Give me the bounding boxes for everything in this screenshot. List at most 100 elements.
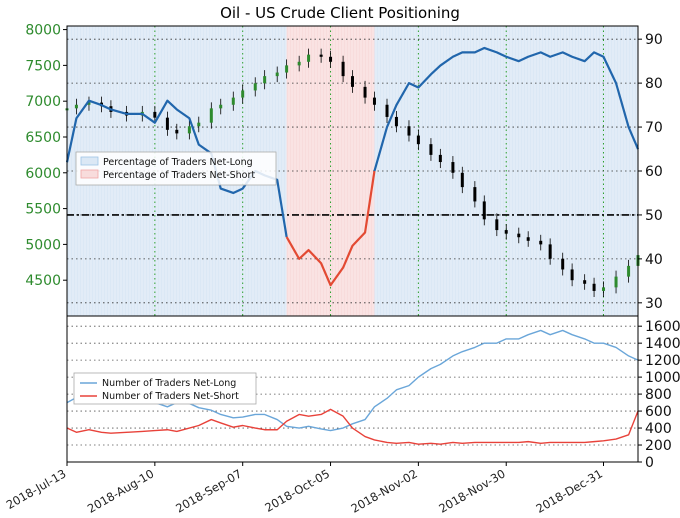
right-tick-label: 90 <box>645 32 663 48</box>
legend-top: Percentage of Traders Net-Long Percentage… <box>75 151 277 186</box>
x-tick-label: 2018-Jul-13 <box>4 466 69 511</box>
left-tick-label: 6000 <box>25 166 61 182</box>
chart-title: Oil - US Crude Client Positioning <box>220 4 460 22</box>
price-candle <box>583 280 587 284</box>
price-candle <box>394 116 398 127</box>
price-candle <box>275 72 279 77</box>
price-candle <box>175 129 179 134</box>
sentiment-band <box>374 26 388 316</box>
left-tick-label: 6500 <box>25 130 61 146</box>
legend-box <box>73 372 257 405</box>
right-tick-label: 1600 <box>645 319 680 335</box>
price-candle <box>319 54 323 57</box>
price-candle <box>231 97 235 105</box>
price-candle <box>187 126 191 134</box>
price-candle <box>241 90 245 98</box>
sentiment-band <box>572 26 586 316</box>
legend-label: Percentage of Traders Net-Short <box>103 170 255 181</box>
right-tick-label: 400 <box>645 421 672 437</box>
sentiment-band <box>418 26 432 316</box>
price-candle <box>385 104 389 117</box>
price-candle <box>504 230 508 234</box>
right-tick-label: 1000 <box>645 370 680 386</box>
price-candle <box>482 201 486 220</box>
sentiment-band <box>352 26 366 316</box>
price-candle <box>285 65 289 73</box>
price-candle <box>601 287 605 291</box>
price-candle <box>407 126 411 136</box>
sentiment-band <box>540 26 551 316</box>
right-tick-label: 40 <box>645 252 663 268</box>
price-candle <box>372 97 376 105</box>
price-candle <box>460 172 464 188</box>
price-candle <box>153 111 157 118</box>
price-candle <box>614 276 618 288</box>
sentiment-band <box>343 26 353 316</box>
price-candle <box>219 104 223 109</box>
price-candle <box>473 187 477 202</box>
right-tick-label: 30 <box>645 296 663 312</box>
right-tick-label: 1400 <box>645 336 680 352</box>
legend-label: Number of Traders Net-Short <box>102 391 239 402</box>
sentiment-band <box>440 26 454 316</box>
price-candle <box>297 61 301 66</box>
price-candle <box>263 76 267 84</box>
price-candle <box>627 265 631 277</box>
legend-label: Percentage of Traders Net-Long <box>103 157 253 168</box>
price-candle <box>87 102 91 105</box>
right-tick-label: 70 <box>645 120 663 136</box>
price-candle <box>526 237 530 241</box>
right-tick-label: 50 <box>645 208 663 224</box>
price-candle <box>561 258 565 270</box>
price-candle <box>495 219 499 231</box>
legend-label: Number of Traders Net-Long <box>102 378 236 389</box>
sentiment-band <box>277 26 288 316</box>
right-tick-label: 600 <box>645 404 672 420</box>
left-tick-label: 7000 <box>25 94 61 110</box>
right-tick-label: 1200 <box>645 353 680 369</box>
price-candle <box>429 144 433 155</box>
left-tick-label: 4500 <box>25 273 61 289</box>
x-tick-label: 2018-Dec-31 <box>534 466 605 515</box>
x-tick-label: 2018-Oct-05 <box>262 466 332 514</box>
price-candle <box>209 108 213 123</box>
price-candle <box>197 122 201 127</box>
left-tick-label: 5000 <box>25 237 61 253</box>
price-candle <box>253 83 257 91</box>
price-candle <box>165 117 169 130</box>
price-candle <box>592 283 596 291</box>
x-tick-label: 2018-Nov-30 <box>436 466 507 515</box>
right-tick-label: 200 <box>645 438 672 454</box>
sentiment-band <box>321 26 332 316</box>
traders-net-long-line <box>66 329 639 432</box>
right-tick-label: 80 <box>645 76 663 92</box>
price-candle <box>307 54 311 62</box>
right-tick-label: 800 <box>645 387 672 403</box>
legend-bottom: Number of Traders Net-Long Number of Trad… <box>73 372 257 405</box>
sentiment-band <box>474 26 485 316</box>
right-tick-label: 0 <box>645 455 654 471</box>
left-tick-label: 8000 <box>25 23 61 39</box>
price-candle <box>416 135 420 145</box>
left-tick-label: 7500 <box>25 58 61 74</box>
sentiment-band <box>550 26 564 316</box>
x-tick-label: 2018-Sep-07 <box>173 466 244 515</box>
price-candle <box>451 162 455 173</box>
legend-swatch <box>80 169 99 179</box>
legend-swatch <box>80 156 99 166</box>
price-candle <box>341 61 345 77</box>
price-candle <box>539 240 543 245</box>
price-candle <box>329 56 333 62</box>
top-panel: 4500 5000 5500 6000 6500 7000 7500 8000 30 40 50 60… <box>25 23 663 317</box>
price-candle <box>74 104 78 109</box>
left-tick-label: 5500 <box>25 202 61 218</box>
sentiment-band <box>628 26 639 316</box>
sentiment-band <box>452 26 463 316</box>
right-tick-label: 60 <box>645 164 663 180</box>
traders-net-short-line <box>66 408 639 445</box>
price-candle <box>570 269 574 281</box>
bottom-frame <box>66 315 639 463</box>
percentage-net-long-line <box>373 46 640 172</box>
